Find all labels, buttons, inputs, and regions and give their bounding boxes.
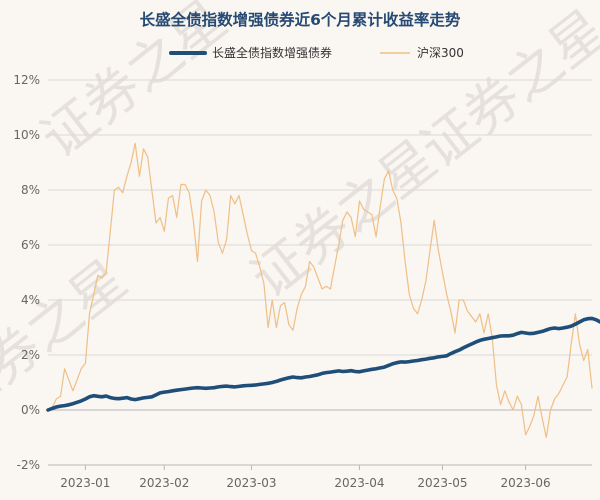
x-tick-label: 2023-02 <box>139 476 189 490</box>
y-tick-label: -2% <box>17 458 40 472</box>
x-tick-label: 2023-01 <box>60 476 110 490</box>
series-layer <box>46 142 600 439</box>
series-line-fund <box>46 316 600 412</box>
y-tick-label: 2% <box>21 348 40 362</box>
grid <box>48 79 592 466</box>
y-tick-label: 12% <box>13 73 40 87</box>
y-axis: -2% 0% 2% 4% 6% 8% 10% 12% <box>13 73 40 472</box>
x-tick-label: 2023-06 <box>500 476 550 490</box>
x-tick-label: 2023-04 <box>334 476 384 490</box>
chart-title: 长盛全债指数增强债券近6个月累计收益率走势 <box>140 10 461 29</box>
legend-label-hs300: 沪深300 <box>417 46 464 60</box>
legend-label-fund: 长盛全债指数增强债券 <box>212 45 332 60</box>
y-tick-label: 10% <box>13 128 40 142</box>
y-tick-label: 6% <box>21 238 40 252</box>
legend: 长盛全债指数增强债券 沪深300 <box>169 45 464 60</box>
series-line-hs300 <box>47 142 593 439</box>
x-axis: 2023-01 2023-02 2023-03 2023-04 2023-05 2023-… <box>60 465 551 490</box>
x-tick-label: 2023-03 <box>226 476 276 490</box>
x-tick-label: 2023-05 <box>417 476 467 490</box>
y-tick-label: 8% <box>21 183 40 197</box>
y-tick-label: 0% <box>21 403 40 417</box>
y-tick-label: 4% <box>21 293 40 307</box>
